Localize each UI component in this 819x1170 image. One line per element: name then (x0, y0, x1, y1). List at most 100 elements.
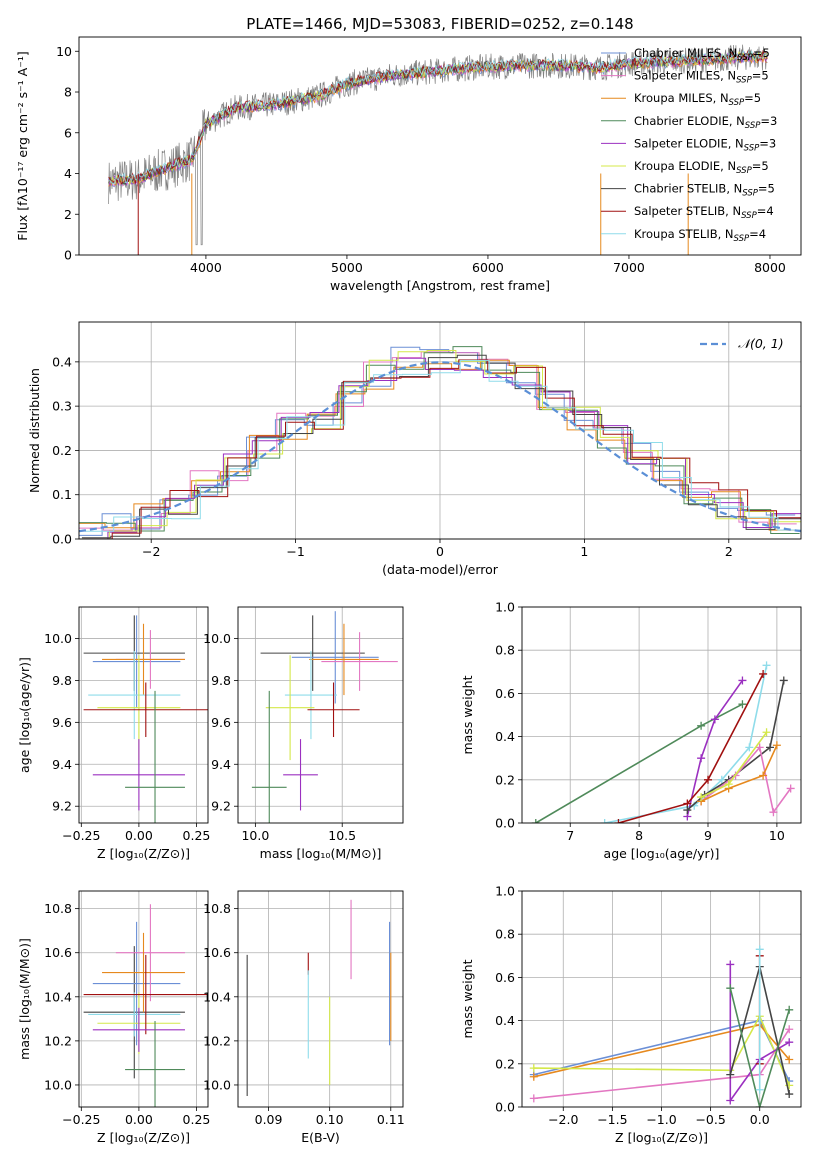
y-tick-label: 10.4 (44, 989, 72, 1004)
axes-frame (237, 890, 404, 1108)
model-spectrum-6 (108, 50, 768, 185)
plot-area (246, 899, 392, 1096)
panel-1: −2 −1 0 1 2 0.0 0.1 0.2 0.3 0.4 (data-model)/error… (27, 321, 802, 577)
y-tick-label: 9.6 (52, 715, 72, 730)
axes-frame (78, 36, 802, 256)
x-tick-label: 7 (566, 828, 574, 843)
y-tick-label: 0.8 (495, 927, 515, 942)
x-tick-label: 8 (635, 828, 643, 843)
axes-frame (78, 321, 802, 540)
x-tick-label: 0.25 (183, 828, 211, 843)
y-tick-label: 9.8 (52, 673, 72, 688)
x-axis-label: Z [log₁₀(Z/Z⊙)] (97, 1130, 190, 1145)
mass-weight-marker (785, 1025, 794, 1034)
mass-weight-marker (755, 743, 764, 752)
mass-weight-marker (762, 661, 771, 670)
x-tick-label: 8000 (754, 260, 786, 275)
gaussian-curve (79, 361, 801, 533)
residual-histogram-5 (80, 350, 801, 539)
legend-entry: Kroupa MILES, NSSP=5 (634, 91, 761, 108)
y-tick-label: 0.2 (495, 1056, 515, 1071)
mass-weight-marker (697, 793, 706, 802)
plot-area (529, 945, 794, 1107)
x-tick-label: 4000 (190, 260, 222, 275)
mass-weight-marker (531, 819, 540, 823)
legend-entry: Kroupa STELIB, NSSP=4 (634, 227, 766, 244)
y-axis-label: mass weight (460, 675, 475, 754)
panel-6: 0.09 0.10 0.11 10.0 10.2 10.4 10.6 10.8 E(B-V) (203, 890, 405, 1145)
mass-weight-marker (697, 754, 706, 763)
panel-0: 4000 5000 6000 7000 8000 0 2 4 6 8 10 wavelength [A… (15, 36, 802, 293)
mass-weight-marker (726, 984, 735, 993)
y-tick-label: 9.2 (52, 799, 72, 814)
mass-weight-marker (600, 819, 609, 823)
y-tick-label: 10.0 (203, 631, 231, 646)
y-tick-label: 0.1 (52, 487, 72, 502)
x-tick-label: 6000 (472, 260, 504, 275)
x-tick-label: 1 (580, 544, 588, 559)
mass-weight-marker (726, 1096, 735, 1105)
x-tick-label: −0.5 (695, 1112, 725, 1127)
x-tick-label: −1.5 (597, 1112, 627, 1127)
legend-entry: Salpeter STELIB, NSSP=4 (634, 204, 774, 221)
y-tick-label: 0 (64, 248, 72, 263)
mass-weight-marker (704, 775, 712, 784)
legend-entry: Salpeter MILES, NSSP=5 (634, 69, 769, 86)
x-tick-label: −1.0 (646, 1112, 676, 1127)
y-tick-label: 8 (64, 85, 72, 100)
x-axis-label: Z [log₁₀(Z/Z⊙)] (97, 846, 190, 861)
x-tick-label: 0 (436, 544, 444, 559)
y-tick-label: 0.4 (52, 354, 72, 369)
plot-area (108, 44, 768, 255)
legend-entry: Kroupa ELODIE, NSSP=5 (634, 159, 769, 176)
y-axis-label: mass [log₁₀(M/M⊙)] (17, 938, 32, 1060)
y-tick-label: 0.2 (495, 772, 515, 787)
y-tick-label: 4 (64, 166, 72, 181)
mass-weight-marker (759, 669, 768, 678)
y-tick-label: 10.2 (44, 1033, 72, 1048)
x-tick-label: 0.11 (377, 1112, 405, 1127)
mass-weight-marker (697, 721, 706, 730)
x-tick-label: −2 (142, 544, 160, 559)
y-tick-label: 10 (56, 44, 72, 59)
mass-weight-marker (717, 775, 726, 784)
histogram-legend-label: 𝒩(0, 1) (738, 336, 784, 351)
x-tick-label: −1 (286, 544, 304, 559)
panel-5: −0.25 0.00 0.25 10.0 10.2 10.4 10.6 10.8 Z [log₁… (17, 890, 211, 1145)
residual-histogram-1 (79, 351, 797, 531)
y-axis-label: Normed distribution (27, 368, 42, 493)
x-axis-label: Z [log₁₀(Z/Z⊙)] (615, 1130, 708, 1145)
mass-weight-marker (724, 780, 733, 789)
x-tick-label: 10.0 (241, 828, 269, 843)
panel-7: −2.0 −1.5 −1.0 −0.5 0.0 0.0 0.2 0.4 0.6 0.8 1.0 Z [… (460, 884, 802, 1145)
y-tick-label: 10.2 (203, 1033, 231, 1048)
y-tick-label: 0.3 (52, 399, 72, 414)
y-tick-label: 0.4 (495, 1013, 515, 1028)
legend-entry: Chabrier ELODIE, NSSP=3 (634, 114, 777, 131)
mass-weight-marker (785, 1038, 794, 1047)
mass-weight-marker (759, 771, 768, 780)
y-tick-label: 10.0 (44, 1077, 72, 1092)
axes-frame (521, 890, 802, 1108)
mass-weight-marker (766, 743, 774, 752)
mass-weight-marker (755, 1085, 764, 1094)
residual-histogram-0 (79, 346, 796, 536)
y-tick-label: 10.6 (44, 945, 72, 960)
mass-weight-line-6 (700, 744, 778, 803)
mass-weight-marker (614, 819, 623, 823)
panel-2: −0.25 0.00 0.25 9.2 9.4 9.6 9.8 10.0 Z [log₁₀(Z/… (17, 606, 211, 861)
y-tick-label: 10.0 (44, 631, 72, 646)
mass-weight-marker (785, 1055, 794, 1064)
x-axis-label: E(B-V) (301, 1130, 340, 1145)
axes-frame (521, 606, 802, 824)
x-tick-label: 7000 (613, 260, 645, 275)
mass-weight-line-6 (729, 988, 790, 1107)
y-tick-label: 9.6 (211, 715, 231, 730)
x-tick-label: 0.25 (183, 1112, 211, 1127)
x-tick-label: 0.00 (125, 1112, 153, 1127)
y-tick-label: 0.4 (495, 729, 515, 744)
plot-area (531, 661, 795, 823)
mass-weight-marker (755, 1103, 764, 1107)
y-tick-label: 1.0 (495, 884, 515, 899)
x-tick-label: −0.25 (62, 828, 100, 843)
